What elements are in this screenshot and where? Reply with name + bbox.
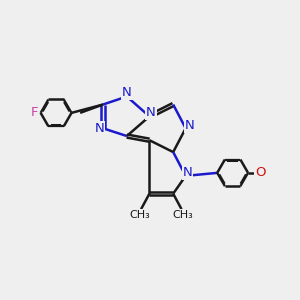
Text: N: N (185, 119, 195, 132)
Text: O: O (255, 167, 266, 179)
Text: N: N (94, 122, 104, 135)
Text: F: F (30, 106, 38, 119)
Text: CH₃: CH₃ (172, 210, 194, 220)
Text: N: N (183, 166, 192, 179)
Text: N: N (146, 106, 156, 119)
Text: CH₃: CH₃ (129, 210, 150, 220)
Text: N: N (122, 86, 132, 99)
